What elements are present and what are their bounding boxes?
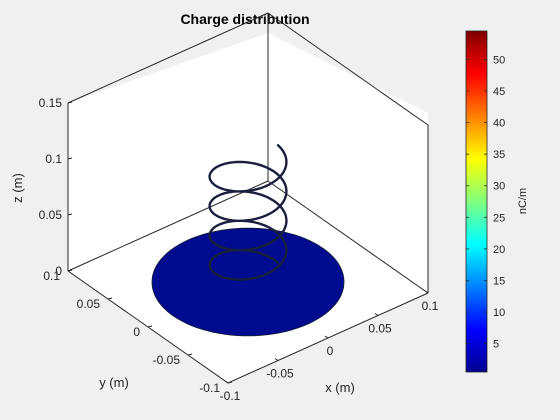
x-axis-label: x (m) xyxy=(325,380,355,395)
x-tick xyxy=(374,313,379,316)
z-tick-label: 0 xyxy=(55,264,62,278)
box-edge xyxy=(267,12,429,126)
x-tick-label: 0 xyxy=(327,344,334,358)
z-tick xyxy=(67,269,73,272)
chart-title: Charge distribution xyxy=(180,11,309,27)
colorbar-tick-label: 10 xyxy=(493,307,505,319)
y-tick-label: 0.05 xyxy=(77,297,101,311)
y-tick-label: -0.1 xyxy=(199,381,220,395)
colorbar-tick-label: 20 xyxy=(493,244,505,256)
z-tick-label: 0.1 xyxy=(45,152,62,166)
box-edge xyxy=(67,12,269,104)
y-tick-label: 0.1 xyxy=(43,269,60,283)
axes-3d[interactable]: -0.1-0.0500.050.1-0.1-0.0500.050.100.050… xyxy=(10,12,439,403)
colorbar-tick-label: 30 xyxy=(493,181,505,193)
y-tick xyxy=(147,325,153,328)
z-tick xyxy=(67,101,73,104)
y-tick xyxy=(187,353,193,356)
y-axis-label: y (m) xyxy=(99,375,129,390)
colorbar-tick-label: 25 xyxy=(493,212,505,224)
z-tick xyxy=(67,213,73,216)
x-tick xyxy=(274,358,279,361)
colorbar-ticks: 5 10 15 20 25 30 35 40 45 50 xyxy=(466,54,505,351)
x-tick xyxy=(424,290,429,294)
y-tick-label: -0.05 xyxy=(153,353,181,367)
z-tick xyxy=(67,157,73,160)
colorbar-tick-label: 40 xyxy=(493,118,505,130)
box-edge xyxy=(267,180,429,294)
x-tick-label: 0.05 xyxy=(368,322,392,336)
z-axis-label: z (m) xyxy=(10,173,25,203)
x-tick xyxy=(324,335,329,339)
y-tick xyxy=(107,297,113,300)
z-tick-label: 0.05 xyxy=(39,208,63,222)
x-tick-label: 0.1 xyxy=(422,299,439,313)
colorbar-tick-label: 35 xyxy=(493,149,505,161)
colorbar-tick-label: 5 xyxy=(493,339,499,351)
colorbar-gradient xyxy=(465,30,488,373)
colorbar-label: nC/m xyxy=(517,188,529,214)
x-tick-label: -0.05 xyxy=(266,367,294,381)
y-tick xyxy=(227,381,233,384)
plot-objects xyxy=(151,144,345,337)
x-tick xyxy=(224,380,229,384)
box-edge xyxy=(67,180,269,272)
charged-helix xyxy=(208,144,288,281)
axis-ticks xyxy=(67,101,429,384)
charged-disk xyxy=(151,227,345,337)
colorbar-tick-label: 50 xyxy=(493,54,505,66)
x-tick-label: -0.1 xyxy=(220,389,241,403)
colorbar[interactable]: 5 10 15 20 25 30 35 40 45 50 nC/m xyxy=(465,30,529,373)
colorbar-tick-label: 45 xyxy=(493,86,505,98)
z-tick-label: 0.15 xyxy=(39,96,63,110)
y-tick-label: 0 xyxy=(133,325,140,339)
colorbar-tick-label: 15 xyxy=(493,275,505,287)
axis-tick-labels: -0.1-0.0500.050.1-0.1-0.0500.050.100.050… xyxy=(39,96,439,403)
